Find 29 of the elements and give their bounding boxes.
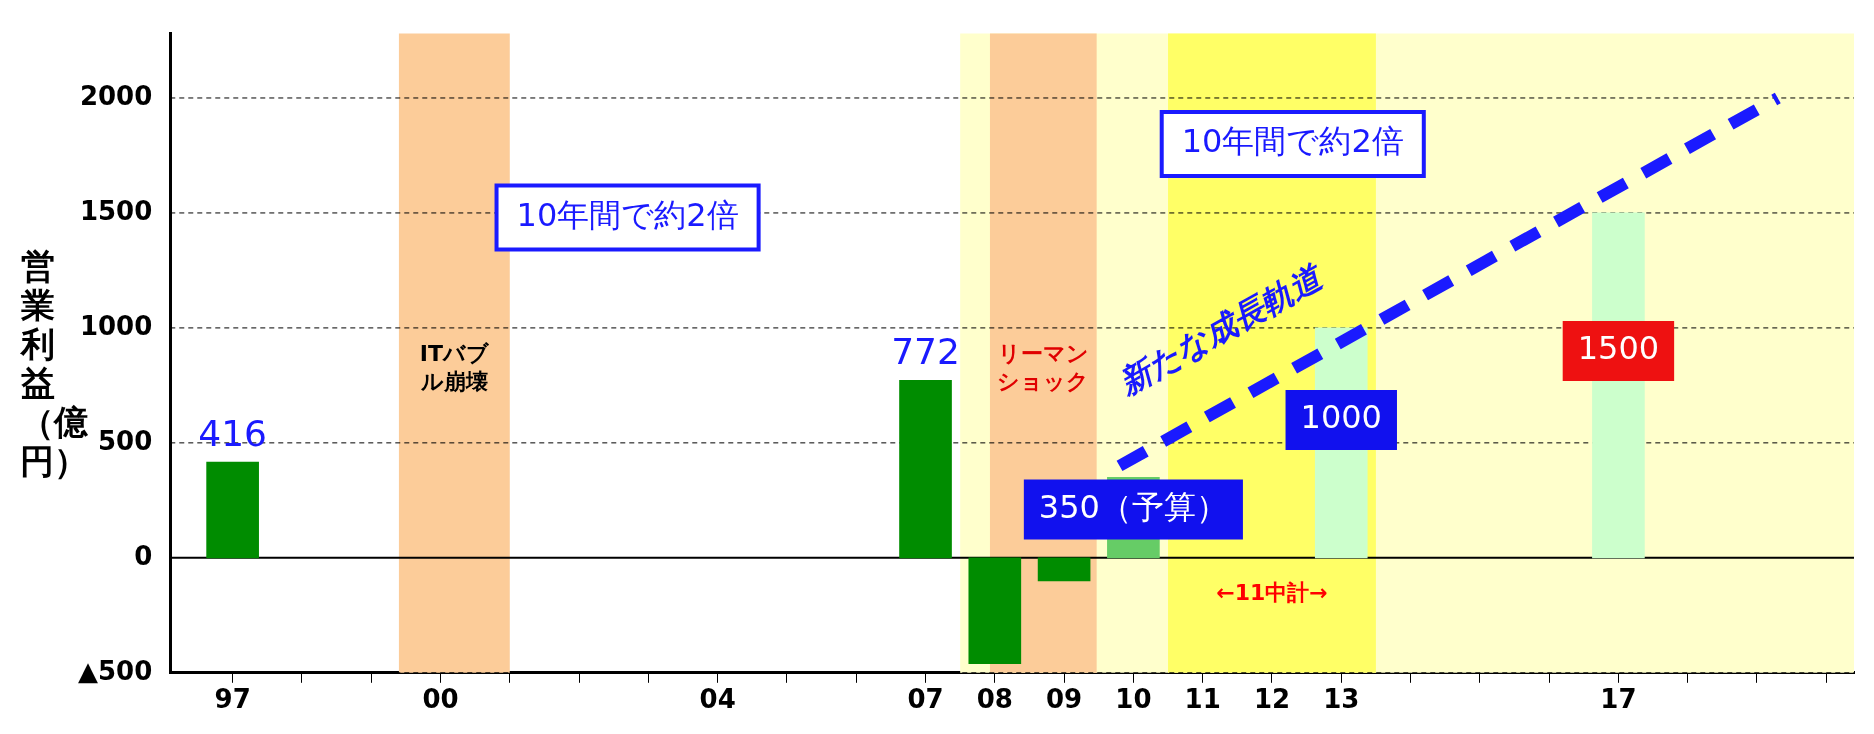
band-label: リーマンショック xyxy=(997,341,1090,395)
y-tick-label: 2000 xyxy=(79,80,153,111)
y-tick-label: 1500 xyxy=(79,195,153,226)
x-tick-label: 08 xyxy=(976,684,1013,715)
x-tick-label: 10 xyxy=(1115,684,1152,715)
annotation: 10年間で約2倍 xyxy=(1181,122,1404,161)
y-tick-label: ▲500 xyxy=(77,655,153,686)
x-tick-label: 13 xyxy=(1323,684,1360,715)
band-label: ITバブル崩壊 xyxy=(419,341,490,395)
x-tick-label: 09 xyxy=(1046,684,1083,715)
y-tick-label: 0 xyxy=(134,540,153,571)
bar xyxy=(206,461,259,559)
x-tick-label: 00 xyxy=(422,684,459,715)
x-tick-label: 07 xyxy=(907,684,944,715)
data-label: 772 xyxy=(891,330,960,372)
bar xyxy=(1037,557,1091,582)
data-label: 1500 xyxy=(1577,329,1660,368)
annotation: 10年間で約2倍 xyxy=(516,195,739,234)
data-label: 350（予算） xyxy=(1038,487,1228,526)
bar xyxy=(968,557,1022,664)
x-tick-label: 12 xyxy=(1253,684,1291,715)
x-tick-label: 04 xyxy=(699,684,736,715)
y-tick-label: 500 xyxy=(97,425,153,456)
x-tick-label: 17 xyxy=(1600,684,1637,715)
x-tick-label: 11 xyxy=(1184,684,1221,715)
data-label: 416 xyxy=(198,412,267,454)
bar xyxy=(899,380,952,559)
x-tick-label: 97 xyxy=(214,684,251,715)
band-label: ←11中計→ xyxy=(1216,580,1328,606)
